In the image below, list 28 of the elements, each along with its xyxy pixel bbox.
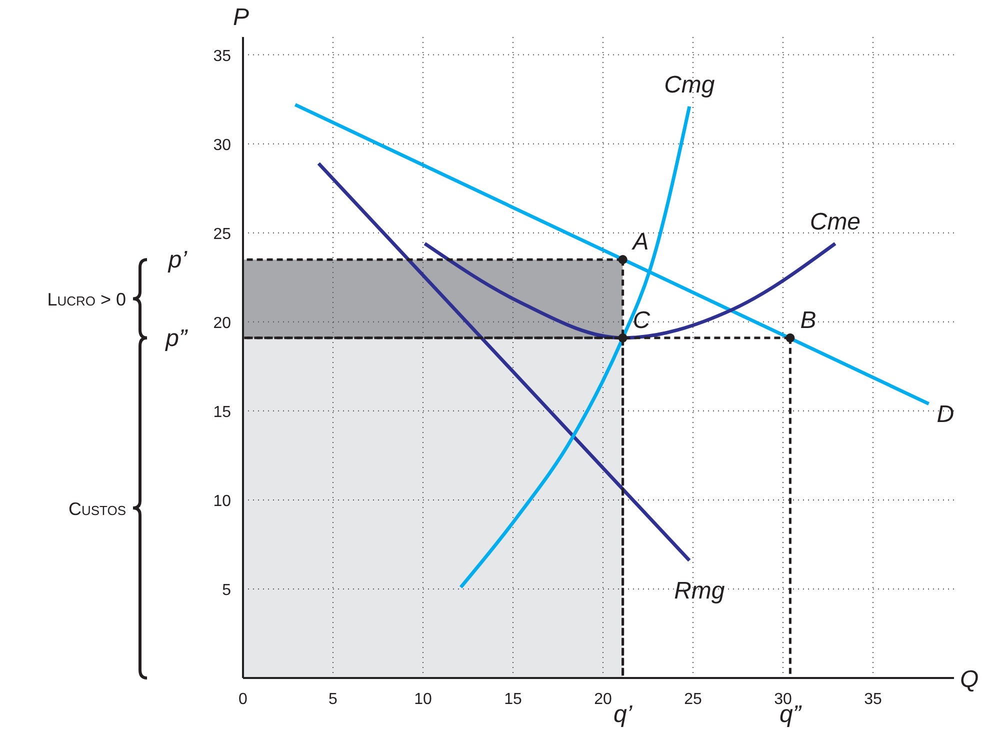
series-label: Rmg — [674, 577, 726, 604]
x-tick-label: 15 — [504, 691, 522, 708]
y-tick-label: 30 — [213, 136, 232, 154]
x-tick-label: 20 — [594, 691, 612, 708]
series-label: Cmg — [664, 71, 716, 98]
y-tick-label: 5 — [222, 582, 232, 599]
series-label: Cme — [810, 208, 861, 236]
y-tick-label: 20 — [213, 314, 232, 332]
x-tick-label: 5 — [328, 691, 338, 708]
y-tick-label: 10 — [213, 492, 232, 510]
x-tick-label: 0 — [238, 691, 248, 708]
annotation: C — [632, 306, 651, 334]
x-tick-label: 10 — [414, 691, 432, 708]
series-label: D — [936, 400, 954, 428]
annotation: q’ — [613, 701, 633, 728]
y-axis-title: P — [232, 4, 250, 31]
x-tick-label: 25 — [684, 691, 702, 708]
annotation: B — [800, 306, 816, 334]
x-axis-title: Q — [960, 666, 979, 693]
y-tick-label: 15 — [213, 404, 232, 421]
text: Lucro > 0 — [47, 290, 126, 310]
y-tick-label: 35 — [213, 48, 232, 65]
x-tick-label: 35 — [864, 691, 882, 708]
annotation: p’ — [167, 246, 188, 274]
annotation: A — [630, 228, 649, 256]
annotation: p” — [164, 324, 188, 352]
y-tick-label: 25 — [213, 226, 232, 243]
text: Custos — [68, 498, 126, 519]
